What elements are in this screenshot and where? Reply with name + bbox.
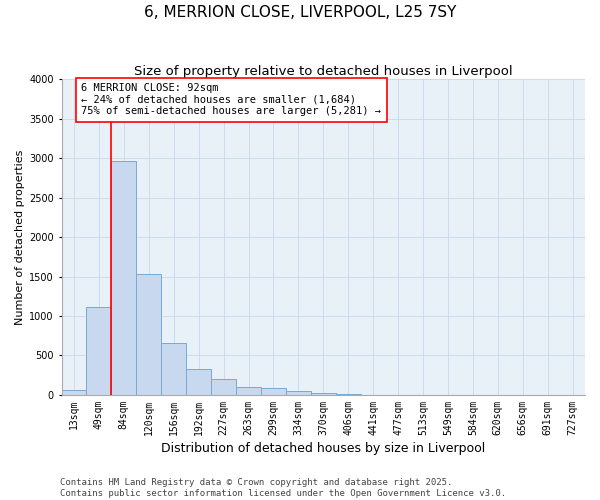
Bar <box>261 388 286 395</box>
X-axis label: Distribution of detached houses by size in Liverpool: Distribution of detached houses by size … <box>161 442 485 455</box>
Bar <box>211 379 236 395</box>
Text: Contains HM Land Registry data © Crown copyright and database right 2025.
Contai: Contains HM Land Registry data © Crown c… <box>60 478 506 498</box>
Bar <box>62 390 86 395</box>
Bar <box>236 387 261 395</box>
Bar <box>112 162 136 395</box>
Bar <box>336 394 361 395</box>
Y-axis label: Number of detached properties: Number of detached properties <box>15 150 25 324</box>
Bar <box>311 393 336 395</box>
Bar <box>286 390 311 395</box>
Bar <box>186 369 211 395</box>
Bar <box>86 306 112 395</box>
Bar <box>136 274 161 395</box>
Text: 6, MERRION CLOSE, LIVERPOOL, L25 7SY: 6, MERRION CLOSE, LIVERPOOL, L25 7SY <box>144 5 456 20</box>
Title: Size of property relative to detached houses in Liverpool: Size of property relative to detached ho… <box>134 65 512 78</box>
Text: 6 MERRION CLOSE: 92sqm
← 24% of detached houses are smaller (1,684)
75% of semi-: 6 MERRION CLOSE: 92sqm ← 24% of detached… <box>82 83 382 116</box>
Bar <box>161 343 186 395</box>
